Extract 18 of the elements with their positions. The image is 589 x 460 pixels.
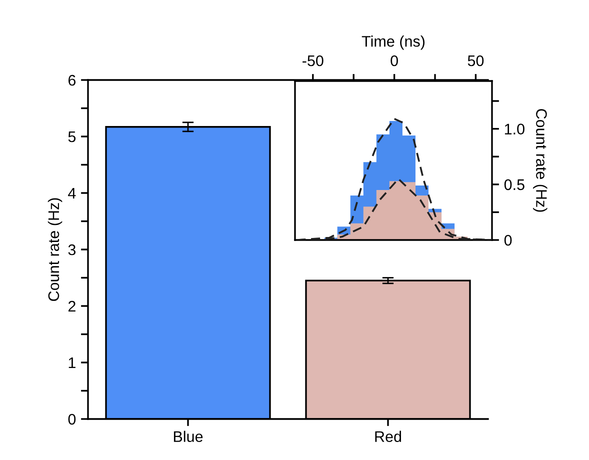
y-tick-label: 0.5 [504, 179, 524, 190]
y-tick-label: 3 [68, 244, 76, 256]
x-axis-title: Time (ns) [362, 36, 425, 50]
y-axis-title: Count rate (Hz) [48, 198, 62, 301]
x-tick-label: 0 [390, 55, 398, 66]
x-tick-label: -50 [302, 55, 324, 66]
y-tick-label: 4 [68, 188, 76, 199]
y-axis-title: Count rate (Hz) [533, 109, 548, 212]
y-tick-label: 6 [68, 74, 76, 86]
y-tick-label: 5 [68, 132, 76, 142]
y-tick-label: 0 [68, 414, 76, 425]
y-tick-label: 0 [504, 234, 512, 246]
y-tick-label: 2 [68, 300, 76, 312]
y-tick-label: 1.0 [504, 124, 524, 134]
x-tick-label: 50 [468, 55, 484, 66]
x-tick-label: Red [375, 430, 402, 442]
y-tick-label: 1 [68, 358, 76, 368]
x-tick-label: Blue [174, 430, 203, 442]
